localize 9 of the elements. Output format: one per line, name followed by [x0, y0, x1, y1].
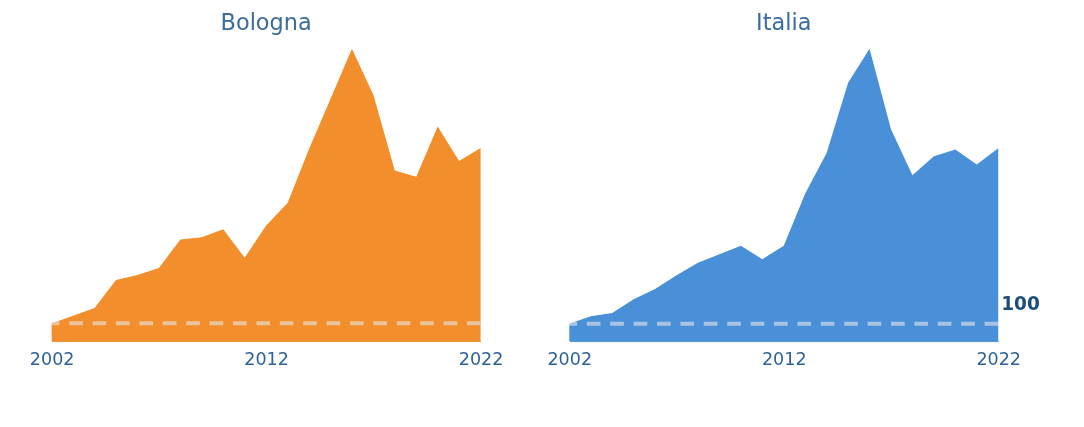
chart-title: Italia: [756, 9, 812, 36]
x-tick-label: 2012: [244, 348, 289, 369]
x-tick-label: 2022: [976, 348, 1022, 369]
x-tick-label: 2022: [458, 348, 504, 369]
x-tick-label: 2012: [761, 348, 807, 369]
x-tick-label: 2002: [547, 348, 593, 369]
chart-title: Bologna: [220, 9, 312, 36]
x-tick-label: 2002: [29, 348, 75, 369]
text: 100: [1001, 292, 1040, 314]
